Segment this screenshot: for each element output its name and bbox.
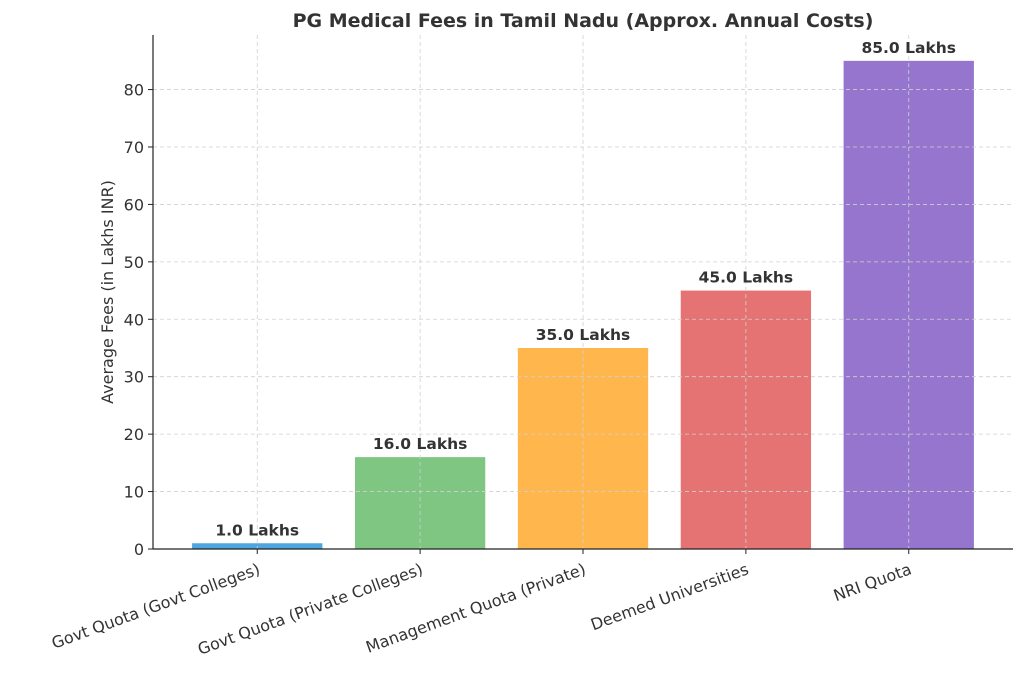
y-tick-label: 0: [134, 540, 144, 559]
x-tick-label: Deemed Universities: [588, 559, 751, 634]
bar-data-label: 1.0 Lakhs: [215, 521, 299, 539]
y-tick-label: 20: [124, 425, 144, 444]
bar-data-label: 35.0 Lakhs: [536, 326, 631, 344]
y-tick-label: 50: [124, 253, 144, 272]
chart-title: PG Medical Fees in Tamil Nadu (Approx. A…: [293, 10, 874, 32]
y-tick-label: 80: [124, 81, 144, 100]
y-tick-label: 60: [124, 195, 144, 214]
bar-data-label: 45.0 Lakhs: [699, 269, 794, 287]
gridlines: [153, 35, 1013, 549]
y-tick-label: 10: [124, 483, 144, 502]
y-tick-label: 70: [124, 138, 144, 157]
y-axis-label: Average Fees (in Lakhs INR): [98, 180, 117, 404]
x-tick-label: NRI Quota: [831, 559, 914, 605]
y-ticks: 0 10 20 30 40 50 60 70 80: [124, 81, 153, 559]
bar-data-label: 16.0 Lakhs: [373, 435, 468, 453]
bar-data-label: 85.0 Lakhs: [861, 39, 956, 57]
x-ticks: Govt Quota (Govt Colleges)Govt Quota (Pr…: [49, 549, 914, 659]
y-tick-label: 40: [124, 310, 144, 329]
y-tick-label: 30: [124, 368, 144, 387]
bar-labels: 1.0 Lakhs 16.0 Lakhs 35.0 Lakhs 45.0 Lakhs 8…: [215, 39, 956, 539]
